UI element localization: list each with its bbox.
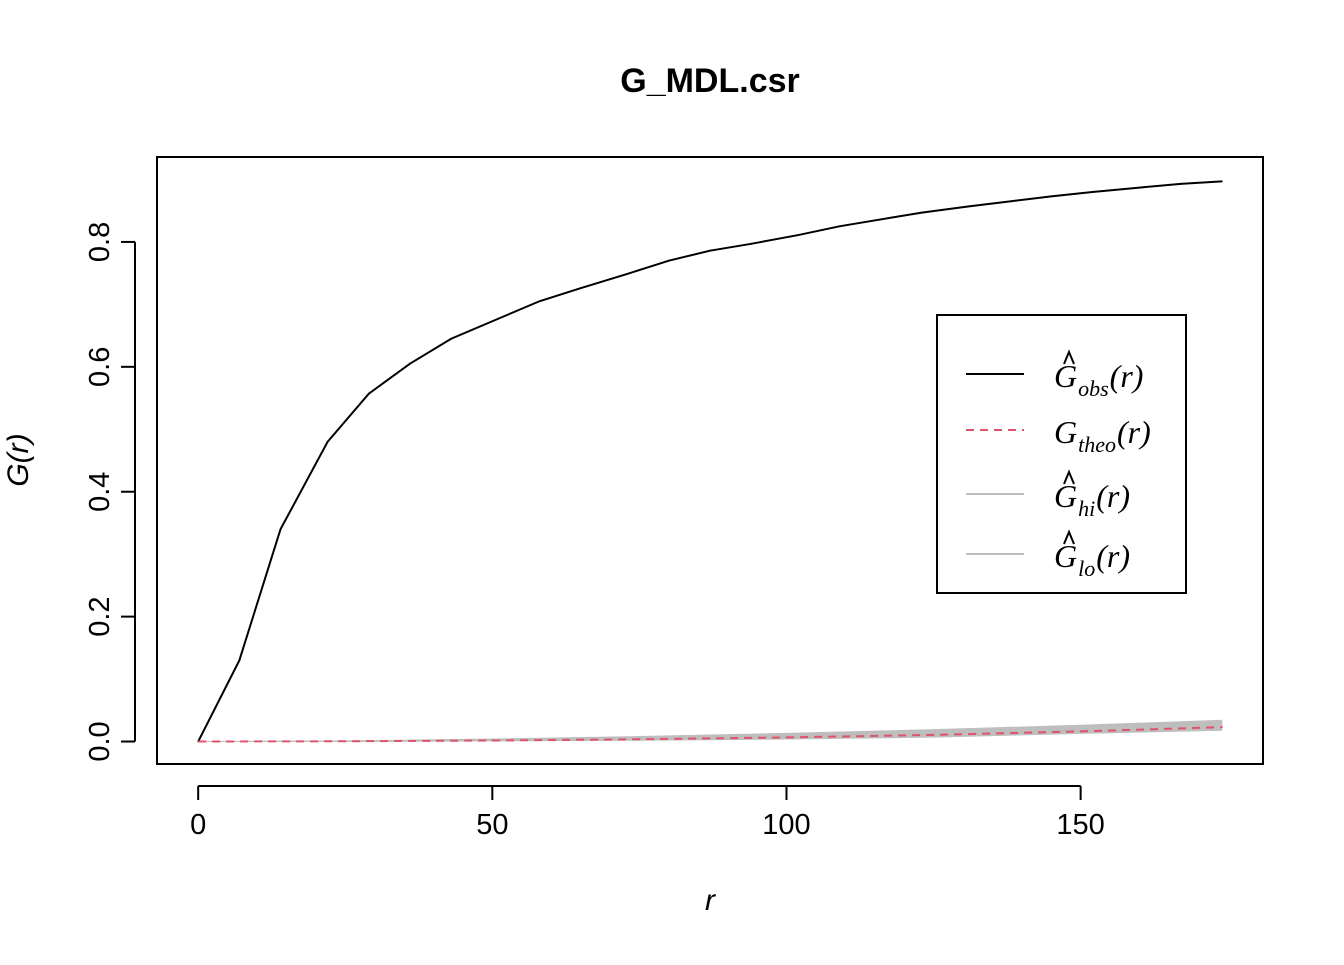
data-point-obs	[709, 249, 711, 252]
data-point-obs	[750, 242, 753, 245]
chart-title: G_MDL.csr	[620, 62, 800, 100]
data-point-obs	[367, 392, 370, 395]
legend-hat-lo	[1063, 529, 1075, 545]
y-tick-label: 0.0	[84, 721, 116, 761]
data-point-obs	[238, 659, 241, 662]
data-point-obs	[626, 272, 629, 275]
x-axis: 0 50 100 150	[190, 785, 1105, 841]
legend-box	[936, 314, 1187, 594]
series-line-theo	[198, 726, 1222, 743]
data-point-theo	[932, 733, 935, 736]
legend-label-hi: Ghi(r)	[1054, 478, 1130, 521]
x-axis-label: r	[705, 884, 716, 917]
y-tick-label: 0.2	[84, 596, 116, 636]
data-point-theo	[785, 736, 788, 739]
data-point-obs	[409, 362, 411, 365]
x-tick-label: 0	[190, 809, 206, 841]
x-tick-label: 50	[476, 809, 508, 841]
data-point-obs	[1050, 195, 1053, 198]
data-point-theo	[197, 740, 200, 743]
data-point-obs	[450, 337, 453, 340]
y-tick-label: 0.8	[84, 222, 116, 262]
data-point-obs	[497, 317, 500, 320]
data-point-obs	[1179, 182, 1182, 185]
data-point-obs	[667, 259, 670, 262]
x-tick-label: 100	[762, 809, 810, 841]
legend-hat-hi	[1063, 469, 1075, 485]
data-point-theo	[491, 739, 494, 742]
data-point-obs	[538, 300, 541, 303]
data-point-obs	[967, 205, 970, 208]
data-point-obs	[879, 218, 882, 221]
data-point-theo	[638, 738, 641, 741]
data-point-obs	[1220, 180, 1223, 183]
data-point-obs	[1091, 191, 1094, 193]
y-tick-label: 0.4	[84, 472, 116, 512]
data-point-theo	[1079, 730, 1082, 733]
legend-hat-obs	[1063, 349, 1075, 365]
data-point-obs	[1138, 186, 1141, 189]
y-axis: 0.0 0.2 0.4 0.6 0.8	[84, 222, 136, 762]
data-point-obs	[838, 225, 841, 228]
data-point-obs	[579, 287, 582, 290]
legend: Gobs(r) Gtheo(r) Ghi(r) Glo(r)	[936, 314, 1187, 594]
legend-label-obs: Gobs(r)	[1054, 358, 1143, 401]
plot-frame	[156, 156, 1264, 765]
data-point-obs	[797, 234, 800, 236]
legend-label-lo: Glo(r)	[1054, 538, 1130, 581]
y-axis-label: G(r)	[2, 433, 35, 486]
y-tick-label: 0.6	[84, 347, 116, 387]
data-point-obs	[279, 528, 282, 531]
x-tick-label: 150	[1056, 809, 1104, 841]
legend-label-theo: Gtheo(r)	[1054, 414, 1151, 457]
data-point-obs	[1009, 200, 1011, 203]
data-point-obs	[326, 440, 329, 443]
data-point-obs	[920, 211, 923, 214]
series-layer	[197, 180, 1223, 743]
data-point-theo	[344, 740, 347, 743]
data-point-theo	[1220, 726, 1223, 729]
